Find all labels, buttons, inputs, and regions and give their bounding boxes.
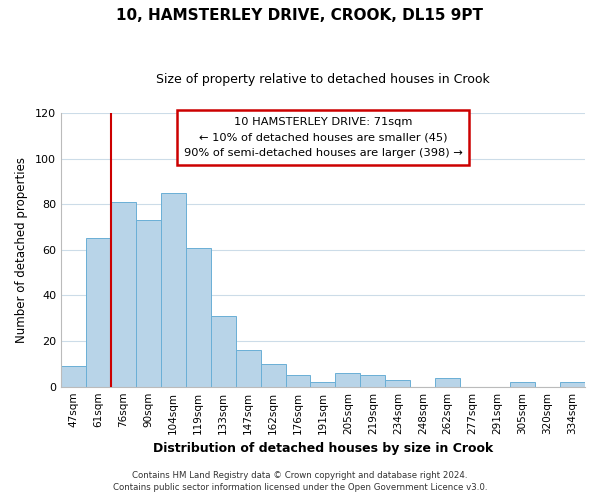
Bar (435, 378, 460, 386)
Bar (335, 373, 361, 386)
Bar (61, 366, 86, 386)
Bar (111, 202, 136, 386)
Bar (385, 380, 410, 386)
Bar (260, 364, 286, 386)
Bar (310, 382, 335, 386)
Bar (211, 316, 236, 386)
Bar (361, 376, 385, 386)
Bar (161, 193, 186, 386)
Title: Size of property relative to detached houses in Crook: Size of property relative to detached ho… (156, 72, 490, 86)
Bar (286, 376, 310, 386)
X-axis label: Distribution of detached houses by size in Crook: Distribution of detached houses by size … (153, 442, 493, 455)
Bar (560, 382, 585, 386)
Text: Contains HM Land Registry data © Crown copyright and database right 2024.
Contai: Contains HM Land Registry data © Crown c… (113, 471, 487, 492)
Bar (236, 350, 260, 387)
Bar (510, 382, 535, 386)
Text: 10, HAMSTERLEY DRIVE, CROOK, DL15 9PT: 10, HAMSTERLEY DRIVE, CROOK, DL15 9PT (116, 8, 484, 22)
Bar (136, 220, 161, 386)
Bar (86, 238, 111, 386)
Y-axis label: Number of detached properties: Number of detached properties (15, 157, 28, 343)
Bar (186, 248, 211, 386)
Text: 10 HAMSTERLEY DRIVE: 71sqm
← 10% of detached houses are smaller (45)
90% of semi: 10 HAMSTERLEY DRIVE: 71sqm ← 10% of deta… (184, 117, 463, 158)
